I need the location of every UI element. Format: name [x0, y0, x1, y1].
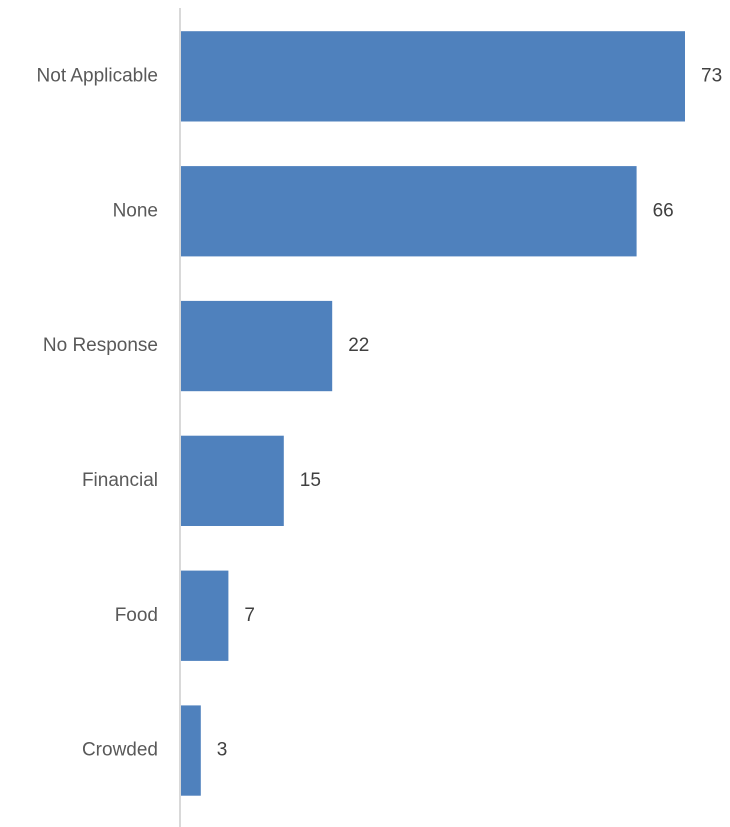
data-label-crowded: 3: [217, 740, 228, 761]
bar-not-applicable: [180, 31, 685, 122]
category-label-food: Food: [115, 605, 158, 626]
bar-no-response: [180, 300, 333, 392]
bars-group: [180, 31, 685, 796]
category-label-none: None: [113, 200, 158, 221]
category-label-no-response: No Response: [43, 335, 158, 356]
data-label-no-response: 22: [348, 335, 369, 356]
data-label-food: 7: [244, 605, 255, 626]
data-label-none: 66: [653, 200, 674, 221]
bar-financial: [180, 435, 284, 526]
bar-crowded: [180, 705, 201, 796]
bar-none: [180, 166, 637, 257]
category-label-not-applicable: Not Applicable: [37, 65, 158, 86]
category-label-crowded: Crowded: [82, 740, 158, 761]
bar-food: [180, 570, 229, 661]
category-label-financial: Financial: [82, 470, 158, 491]
data-label-financial: 15: [300, 470, 321, 491]
data-label-not-applicable: 73: [701, 65, 722, 86]
